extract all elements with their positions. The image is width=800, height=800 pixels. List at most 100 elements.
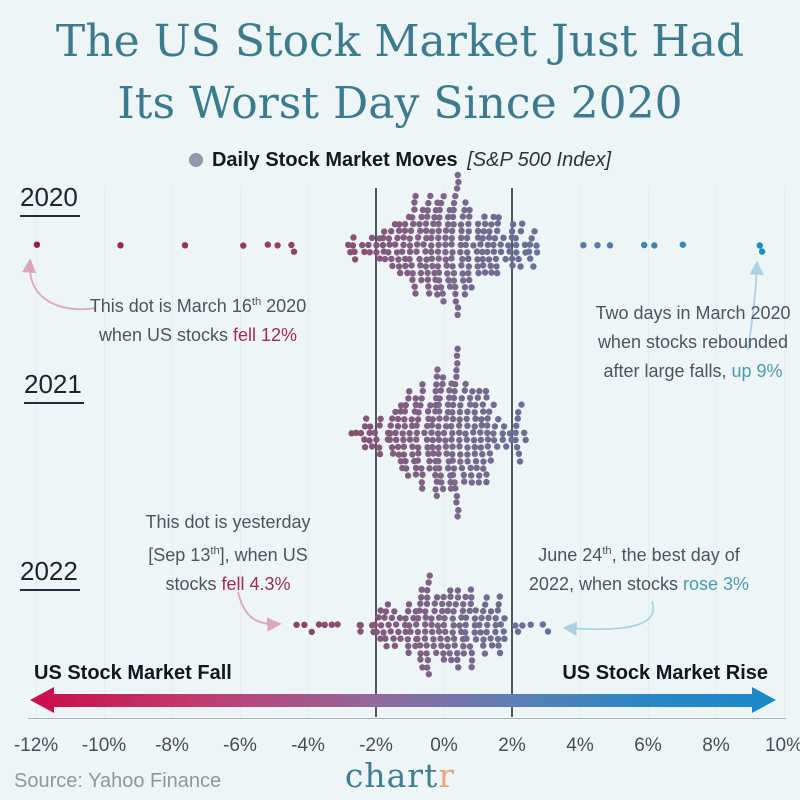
axis-tick: 10% <box>764 735 800 756</box>
dot <box>406 242 414 249</box>
dot <box>413 635 420 643</box>
dot <box>491 235 499 242</box>
dot <box>408 422 416 430</box>
dot <box>495 601 502 608</box>
dot <box>464 249 471 256</box>
dot <box>454 304 462 311</box>
axis-tick: 2% <box>498 735 526 756</box>
dot <box>422 248 429 255</box>
dot <box>435 227 442 234</box>
dot <box>382 608 390 615</box>
dot <box>394 415 402 423</box>
dot <box>427 402 434 409</box>
dot <box>451 479 458 486</box>
dot <box>487 262 494 270</box>
dot <box>453 185 461 192</box>
dot <box>422 614 429 621</box>
dot <box>394 443 402 451</box>
dot <box>383 643 390 650</box>
dot <box>431 607 438 615</box>
dot <box>522 436 529 444</box>
dot <box>519 622 526 629</box>
dot <box>428 422 436 429</box>
dot <box>413 248 420 255</box>
dot <box>431 600 438 607</box>
dot <box>483 394 490 401</box>
dot <box>519 220 526 227</box>
dot <box>512 429 519 436</box>
dot <box>456 429 463 436</box>
dot <box>387 422 394 429</box>
dot <box>756 242 763 249</box>
dot <box>460 471 467 479</box>
annotation-text-segment: fell 12% <box>233 325 298 345</box>
dot <box>288 241 295 249</box>
dot <box>379 241 387 249</box>
dot <box>418 213 425 221</box>
dot <box>482 601 489 608</box>
dot <box>490 437 498 444</box>
dot <box>424 269 431 277</box>
annotation-line: [Sep 13th], when US <box>123 537 333 570</box>
dot <box>361 444 369 451</box>
dot <box>395 263 403 270</box>
dot <box>423 600 431 608</box>
dot <box>444 221 452 228</box>
dot <box>454 311 461 319</box>
dot <box>502 255 509 263</box>
dot <box>539 621 546 628</box>
dot <box>448 241 455 248</box>
dot <box>397 635 404 642</box>
dot <box>450 270 458 277</box>
dot <box>464 408 471 415</box>
dot <box>377 607 384 614</box>
gridline <box>104 188 105 717</box>
dot <box>450 622 457 629</box>
dot <box>533 242 540 249</box>
dot <box>410 614 417 622</box>
dot <box>480 228 487 235</box>
annotation-line: Two days in March 2020 <box>580 299 800 328</box>
dot <box>462 380 469 388</box>
dot <box>472 415 479 422</box>
dot <box>530 263 537 270</box>
dot <box>418 395 425 402</box>
dot <box>396 221 403 228</box>
dot <box>451 381 459 388</box>
dot <box>531 228 538 235</box>
dot <box>419 387 426 395</box>
dot <box>456 622 463 629</box>
dot <box>651 242 658 249</box>
dot <box>388 444 396 451</box>
gridline <box>36 188 37 717</box>
dot <box>495 642 502 649</box>
dot <box>400 443 408 450</box>
dot <box>419 471 426 478</box>
dot <box>494 635 502 643</box>
axis-tick: -4% <box>291 735 325 756</box>
dot <box>433 492 440 500</box>
dot <box>461 387 468 394</box>
dot <box>484 241 492 249</box>
dot <box>412 192 419 200</box>
dot <box>433 381 440 388</box>
dot <box>518 401 525 408</box>
dot <box>457 458 464 465</box>
dot <box>395 451 403 458</box>
dot <box>479 451 486 458</box>
dot <box>411 457 418 465</box>
dot <box>471 615 479 622</box>
dot <box>467 401 474 408</box>
dot <box>475 269 482 277</box>
dot <box>469 388 476 395</box>
dot <box>437 635 444 642</box>
dot <box>457 402 464 409</box>
dot <box>348 430 355 437</box>
dot <box>477 241 484 248</box>
dot <box>487 635 494 642</box>
dot <box>455 178 462 186</box>
dot <box>387 628 394 635</box>
dot <box>381 228 388 235</box>
annotation-line: when stocks rebounded <box>580 328 800 357</box>
dot <box>463 635 470 642</box>
